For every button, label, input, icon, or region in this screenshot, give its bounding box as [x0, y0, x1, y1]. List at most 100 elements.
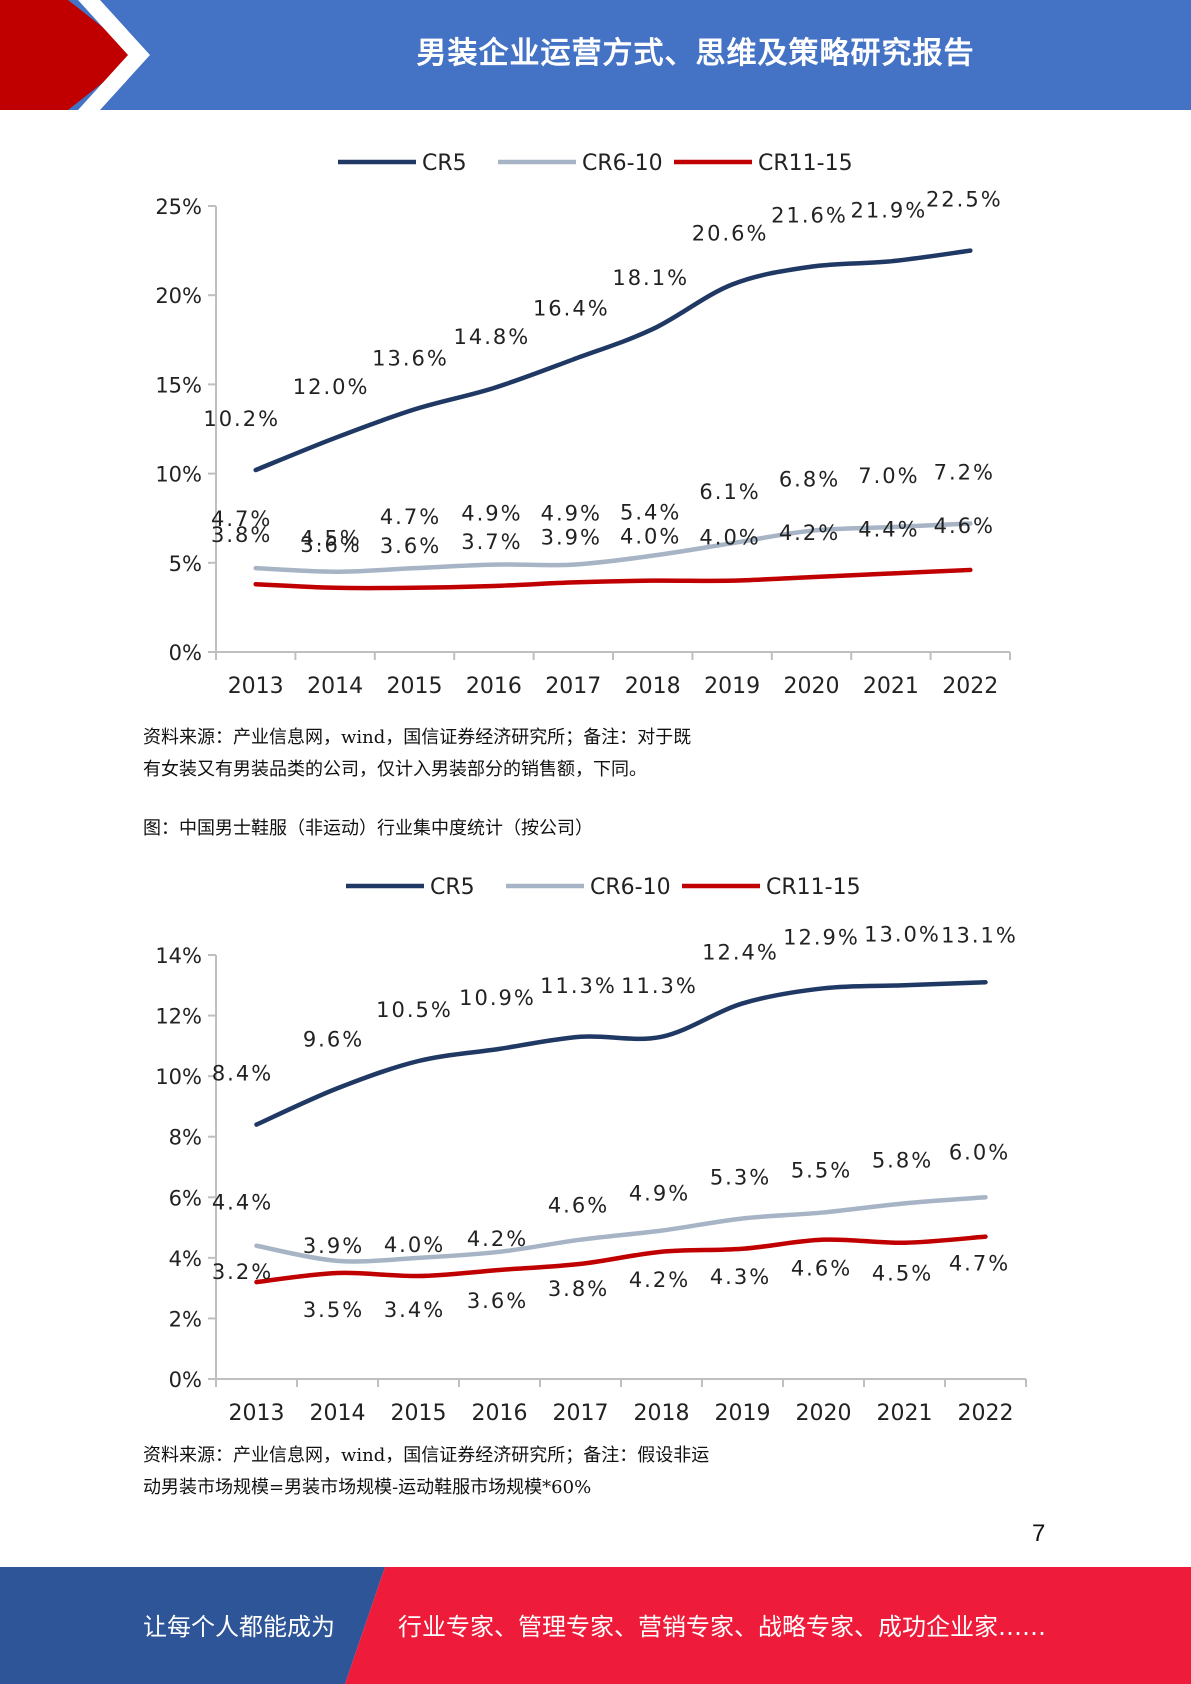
data-point	[492, 386, 496, 390]
x-tick-label: 2016	[466, 674, 522, 699]
data-point	[984, 980, 987, 984]
page-number: 7	[1032, 1520, 1046, 1547]
data-label: 16.4%	[533, 296, 610, 320]
data-label: 6.8%	[779, 468, 840, 492]
data-point	[730, 282, 734, 286]
x-tick-label: 2014	[307, 674, 363, 699]
x-tick-label: 2017	[553, 1401, 609, 1425]
header-arrow-icon	[0, 0, 150, 110]
data-point	[822, 1210, 825, 1214]
chart-1: CR5 CR6-10 CR11-15 0% 5% 10% 15% 20% 25% 2013 2014…	[130, 138, 1030, 708]
series-line-cr11-15	[254, 1234, 988, 1285]
data-point	[889, 572, 893, 576]
data-label: 3.7%	[461, 530, 522, 554]
data-point	[413, 407, 416, 411]
chart-1-source-note: 资料来源：产业信息网，wind，国信证券经济研究所；备注：对于既	[143, 727, 692, 748]
data-point	[903, 983, 906, 987]
legend-label: CR11-15	[758, 151, 853, 176]
footer-slogan-right: 行业专家、管理专家、营销专家、战略专家、成功企业家……	[398, 1613, 1046, 1641]
chart-2-source-note: 资料来源：产业信息网，wind，国信证券经济研究所；备注：假设非运	[143, 1445, 710, 1466]
data-point	[660, 1035, 663, 1039]
data-point	[741, 1001, 744, 1005]
y-tick-label: 12%	[155, 1005, 202, 1029]
data-point	[968, 249, 972, 253]
data-point	[571, 563, 575, 567]
data-label: 4.6%	[548, 1194, 609, 1218]
data-label: 12.9%	[783, 925, 860, 949]
footer-banner: 让每个人都能成为 行业专家、管理专家、营销专家、战略专家、成功企业家……	[0, 1567, 1191, 1684]
data-label: 3.2%	[212, 1260, 273, 1284]
y-tick-label: 0%	[169, 1368, 202, 1392]
y-tick-label: 10%	[155, 463, 202, 487]
data-label: 3.8%	[548, 1277, 609, 1301]
series-line-cr6-10	[254, 1195, 988, 1264]
data-point	[660, 1229, 663, 1233]
y-tick-label: 6%	[169, 1186, 202, 1210]
data-point	[968, 522, 972, 526]
data-point	[413, 566, 416, 570]
data-point	[571, 357, 575, 361]
data-point	[903, 1201, 906, 1205]
data-label: 7.2%	[934, 461, 995, 485]
data-label: 13.1%	[941, 923, 1018, 947]
chart-1-source-note-2: 有女装又有男装品类的公司，仅计入男装部分的销售额，下同。	[143, 759, 647, 780]
data-point	[417, 1256, 420, 1260]
data-label: 4.7%	[380, 505, 441, 529]
data-label: 22.5%	[926, 188, 1003, 212]
data-point	[417, 1274, 420, 1278]
data-point	[413, 586, 416, 590]
data-point	[579, 1035, 582, 1039]
footer-slogan-left: 让每个人都能成为	[143, 1613, 335, 1641]
series-line-cr6-10	[253, 521, 973, 574]
data-label: 5.3%	[710, 1165, 771, 1189]
data-label: 4.4%	[212, 1191, 273, 1215]
data-label: 10.5%	[376, 998, 453, 1022]
data-label: 11.3%	[540, 974, 617, 998]
legend-label: CR5	[430, 875, 475, 900]
header-bar: 男装企业运营方式、思维及策略研究报告	[0, 0, 1191, 110]
data-label: 4.7%	[211, 507, 272, 531]
x-tick-label: 2020	[784, 674, 840, 699]
data-label: 5.5%	[791, 1158, 852, 1182]
data-point	[730, 541, 734, 545]
data-label: 21.6%	[771, 204, 848, 228]
data-label: 3.9%	[541, 525, 602, 549]
footer-background	[0, 1567, 1191, 1684]
data-point	[333, 436, 337, 440]
x-tick-label: 2018	[625, 674, 681, 699]
data-point	[498, 1047, 501, 1051]
data-point	[741, 1247, 744, 1251]
data-point	[492, 584, 496, 588]
data-label: 13.0%	[864, 922, 941, 946]
data-label: 3.8%	[211, 523, 272, 547]
data-point	[984, 1195, 987, 1199]
data-point	[255, 1280, 258, 1284]
x-tick-label: 2015	[387, 674, 443, 699]
data-label: 4.9%	[629, 1182, 690, 1206]
data-label: 3.9%	[303, 1234, 364, 1258]
data-label: 4.9%	[461, 502, 522, 526]
legend-label: CR6-10	[582, 151, 663, 176]
data-point	[968, 568, 972, 572]
y-tick-label: 15%	[155, 373, 202, 397]
data-point	[822, 1238, 825, 1242]
data-point	[810, 529, 813, 533]
y-tick-label: 5%	[169, 552, 202, 576]
data-label: 10.9%	[459, 986, 536, 1010]
x-tick-label: 2018	[634, 1401, 690, 1425]
data-label: 3.5%	[303, 1298, 364, 1322]
data-label: 4.2%	[779, 521, 840, 545]
data-label: 12.0%	[293, 375, 370, 399]
x-tick-label: 2022	[942, 674, 998, 699]
y-tick-label: 0%	[169, 641, 202, 665]
data-point	[889, 525, 893, 529]
data-label: 4.7%	[949, 1252, 1010, 1276]
x-tick-label: 2013	[229, 1401, 285, 1425]
data-point	[254, 566, 258, 570]
chart-2-source-note-2: 动男装市场规模=男装市场规模-运动鞋服市场规模*60%	[143, 1477, 592, 1498]
data-label: 21.9%	[851, 198, 928, 222]
data-point	[984, 1235, 987, 1239]
data-label: 20.6%	[692, 221, 769, 245]
series-line-cr11-15	[253, 567, 973, 591]
data-point	[255, 1123, 258, 1127]
